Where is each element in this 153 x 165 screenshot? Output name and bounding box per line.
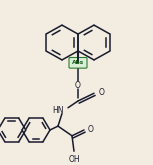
Text: HN: HN: [52, 106, 64, 115]
Text: OH: OH: [68, 155, 80, 164]
Text: Abs: Abs: [72, 60, 84, 65]
Text: O: O: [99, 88, 105, 97]
FancyBboxPatch shape: [69, 58, 87, 68]
Text: O: O: [75, 81, 81, 90]
Text: O: O: [88, 125, 94, 133]
